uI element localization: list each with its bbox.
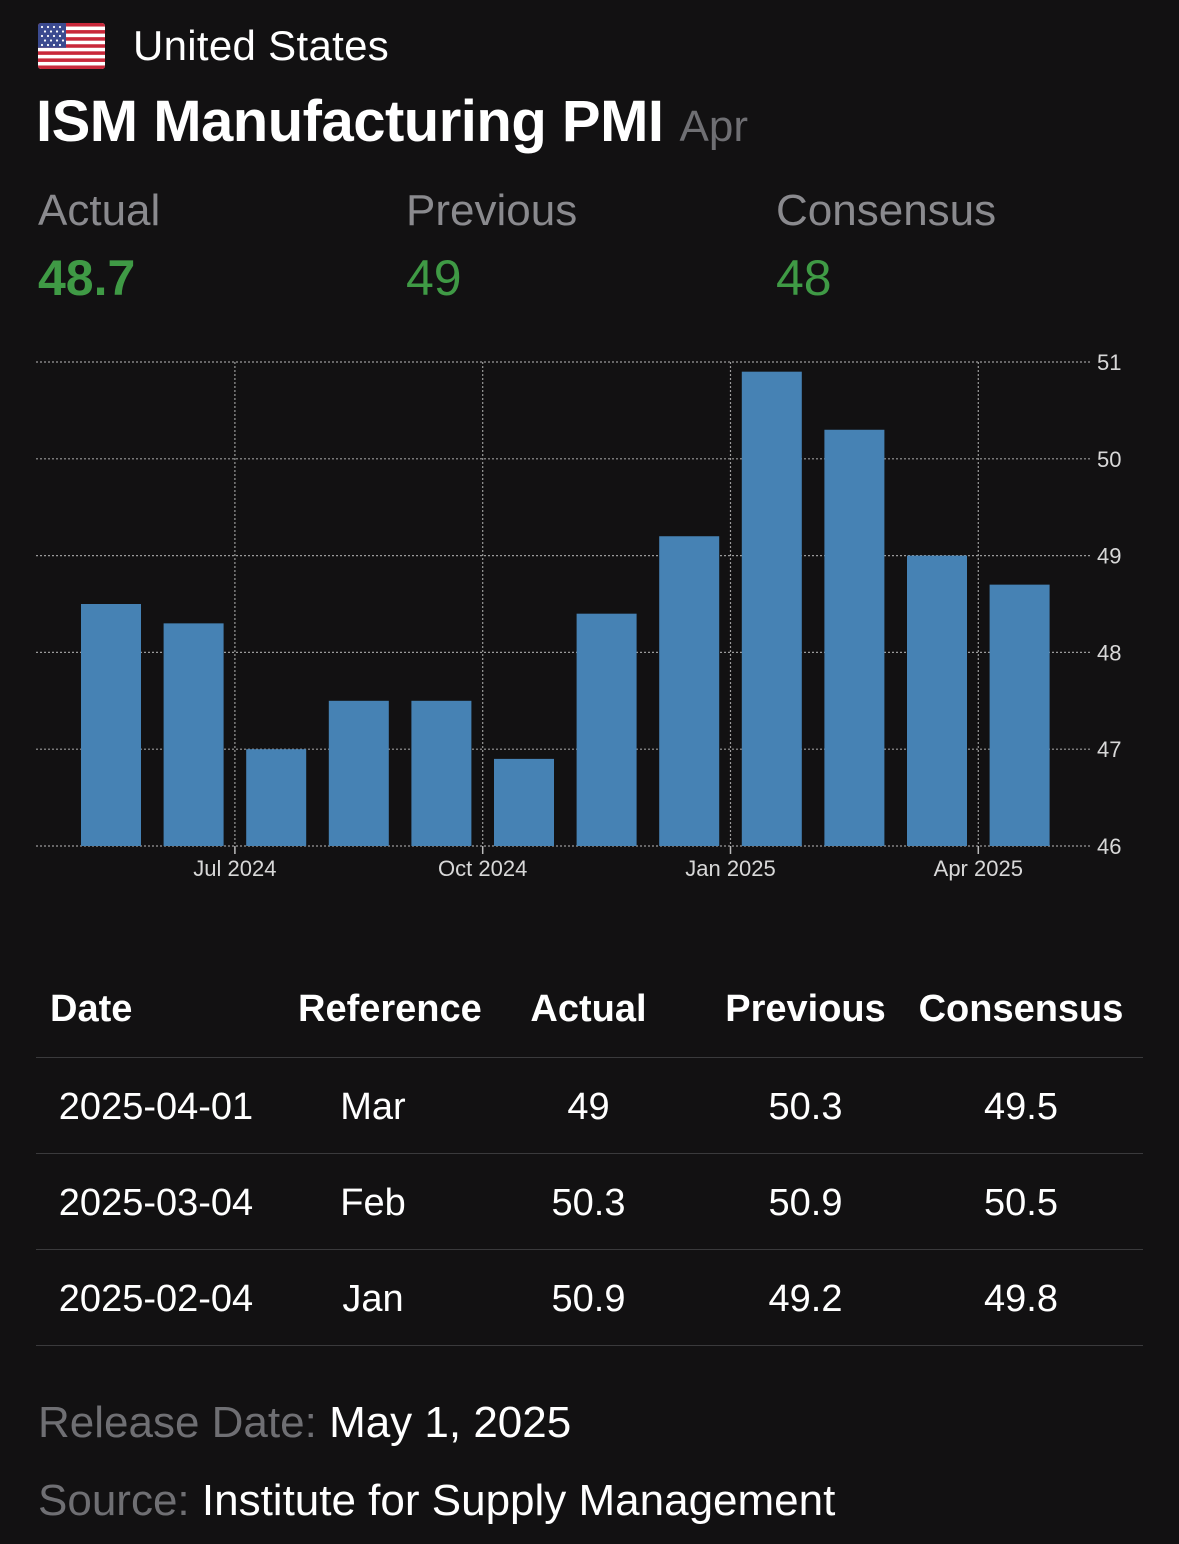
header-actual: Actual — [530, 988, 647, 1030]
chart-grid — [36, 361, 1090, 854]
release-date-label: Release Date: — [38, 1398, 317, 1447]
cell-previous: 49.2 — [768, 1278, 843, 1320]
source-label: Source: — [38, 1476, 190, 1525]
country-row: United States — [38, 20, 389, 72]
cell-consensus: 50.5 — [984, 1182, 1058, 1224]
stat-actual: Actual 48.7 — [38, 186, 160, 306]
table-row[interactable]: 2025-04-01 Mar 49 50.3 49.5 — [36, 1058, 1143, 1154]
bar-2024-12[interactable] — [659, 536, 720, 846]
bar-2025-02[interactable] — [824, 429, 885, 846]
stat-actual-value: 48.7 — [38, 250, 136, 306]
x-tick-label: Jan 2025 — [685, 856, 776, 881]
page-title: ISM Manufacturing PMI — [36, 89, 664, 154]
title-row: ISM Manufacturing PMI Apr — [36, 88, 748, 155]
table-row[interactable]: 2025-03-04 Feb 50.3 50.9 50.5 — [36, 1154, 1143, 1250]
cell-previous: 50.9 — [768, 1182, 843, 1224]
y-tick-label: 49 — [1097, 544, 1121, 569]
cell-previous: 50.3 — [768, 1086, 843, 1128]
bar-2024-07[interactable] — [246, 749, 307, 846]
release-date-line: Release Date: May 1, 2025 — [38, 1398, 571, 1448]
bar-2025-01[interactable] — [741, 371, 802, 846]
y-tick-label: 47 — [1097, 737, 1121, 762]
cell-date: 2025-03-04 — [58, 1182, 254, 1224]
y-tick-label: 51 — [1097, 350, 1121, 375]
stat-previous-value: 49 — [406, 250, 462, 306]
cell-actual: 49 — [567, 1086, 610, 1128]
header-reference: Reference — [298, 988, 482, 1030]
bar-2024-05[interactable] — [81, 604, 141, 846]
y-tick-label: 48 — [1097, 640, 1121, 665]
chart-labels: 46 47 48 49 50 51 Jul 2024 Oct 2024 Jan 2025 Apr … — [193, 350, 1121, 881]
y-tick-label: 46 — [1097, 834, 1121, 859]
country-name: United States — [133, 22, 390, 69]
cell-consensus: 49.8 — [984, 1278, 1058, 1320]
bar-2024-08[interactable] — [328, 700, 389, 846]
bar-2024-06[interactable] — [163, 623, 224, 846]
header-previous: Previous — [725, 988, 886, 1030]
header-consensus: Consensus — [918, 988, 1124, 1030]
cell-actual: 50.3 — [551, 1182, 626, 1224]
history-table: Date Reference Actual Previous Consensus… — [36, 966, 1143, 1346]
bar-2024-09[interactable] — [411, 700, 472, 846]
cell-reference: Feb — [340, 1182, 406, 1224]
release-date-value: May 1, 2025 — [329, 1398, 572, 1447]
stat-consensus-value: 48 — [776, 250, 832, 306]
x-tick-label: Oct 2024 — [438, 856, 527, 881]
bar-2024-10[interactable] — [494, 758, 554, 846]
period-label: Apr — [679, 102, 748, 151]
stat-previous-label: Previous — [406, 186, 578, 235]
cell-actual: 50.9 — [551, 1278, 626, 1320]
cell-reference: Mar — [340, 1086, 406, 1128]
source-value: Institute for Supply Management — [201, 1476, 836, 1525]
x-tick-label: Apr 2025 — [934, 856, 1023, 881]
header-date: Date — [50, 988, 133, 1030]
table-row[interactable]: 2025-02-04 Jan 50.9 49.2 49.8 — [36, 1250, 1143, 1346]
us-flag-icon — [38, 23, 105, 69]
pmi-bar-chart[interactable]: 46 47 48 49 50 51 Jul 2024 Oct 2024 Jan 2025 Apr … — [0, 340, 1179, 900]
cell-date: 2025-04-01 — [58, 1086, 254, 1128]
y-tick-label: 50 — [1097, 447, 1121, 472]
stat-consensus-label: Consensus — [776, 186, 997, 235]
stat-consensus: Consensus 48 — [776, 186, 996, 306]
cell-date: 2025-02-04 — [58, 1278, 254, 1320]
cell-consensus: 49.5 — [984, 1086, 1058, 1128]
cell-reference: Jan — [342, 1278, 404, 1320]
table-header: Date Reference Actual Previous Consensus — [36, 966, 1143, 1058]
x-tick-label: Jul 2024 — [193, 856, 276, 881]
stat-previous: Previous 49 — [406, 186, 577, 306]
bar-2024-11[interactable] — [576, 613, 637, 846]
source-line: Source: Institute for Supply Management — [38, 1476, 835, 1526]
chart-bars — [81, 371, 1050, 846]
bar-2025-03[interactable] — [907, 555, 967, 846]
bar-2025-04[interactable] — [989, 584, 1050, 846]
stat-actual-label: Actual — [38, 186, 161, 235]
